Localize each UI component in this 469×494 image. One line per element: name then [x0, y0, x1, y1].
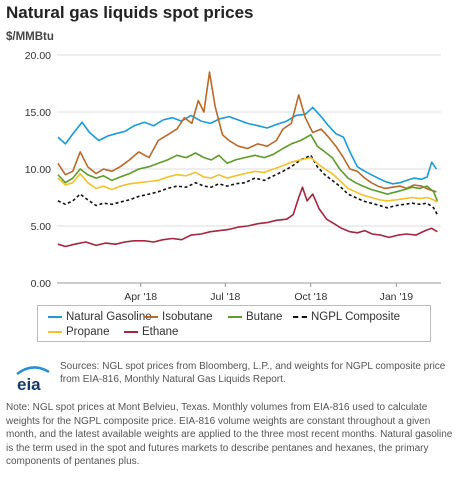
legend-label: Isobutane [162, 311, 213, 323]
legend-swatch [293, 315, 307, 318]
series-lines [57, 71, 439, 248]
logo-arc-icon [16, 366, 50, 376]
legend-swatch [124, 330, 138, 333]
y-tick-label: 10.00 [25, 164, 51, 176]
legend-label: Ethane [142, 326, 179, 338]
legend-item-natural-gasoline: Natural Gasoline [48, 310, 152, 324]
legend-swatch [48, 315, 62, 318]
note-text: Note: NGL spot prices at Mont Belvieu, T… [6, 402, 453, 467]
legend: Natural Gasoline Isobutane Butane NGPL Comp… [37, 305, 431, 342]
legend-item-ethane: Ethane [124, 325, 178, 339]
x-tick-label: Jul '18 [210, 291, 240, 303]
legend-swatch [228, 315, 242, 318]
series-line-isobutane [57, 71, 437, 193]
legend-item-butane: Butane [228, 310, 282, 324]
y-tick-label: 5.00 [31, 221, 52, 233]
legend-item-ngpl-composite: NGPL Composite [293, 310, 400, 324]
series-line-propane [57, 156, 438, 203]
y-tick-label: 20.00 [25, 50, 51, 62]
legend-item-propane: Propane [48, 325, 109, 339]
y-axis-ticks: 0.00 5.00 10.00 15.00 20.00 [25, 50, 51, 290]
legend-label: Propane [66, 326, 110, 338]
x-tick-label: Jan '19 [380, 291, 414, 303]
series-line-butane [57, 134, 439, 202]
x-tick-label: Apr '18 [124, 291, 157, 303]
legend-label: Butane [246, 311, 283, 323]
chart-title: Natural gas liquids spot prices [6, 3, 254, 22]
y-tick-label: 15.00 [25, 107, 51, 119]
x-axis-ticks: Apr '18 Jul '18 Oct '18 Jan '19 [124, 283, 413, 303]
legend-swatch [48, 330, 62, 333]
legend-label: Natural Gasoline [66, 311, 152, 323]
legend-item-isobutane: Isobutane [144, 310, 213, 324]
legend-swatch [144, 315, 158, 318]
source-text: Sources: NGL spot prices from Bloomberg,… [60, 361, 446, 385]
logo-text: eia [17, 375, 41, 394]
line-chart: 0.00 5.00 10.00 15.00 20.00 Apr '18 Jul '18 Oc… [25, 50, 441, 303]
gridlines [57, 54, 441, 284]
y-tick-label: 0.00 [31, 278, 52, 290]
x-tick-label: Oct '18 [294, 291, 327, 303]
series-line-natural-gasoline [57, 106, 438, 185]
series-line-ethane [57, 186, 438, 248]
legend-label: NGPL Composite [311, 311, 401, 323]
y-axis-unit-label: $/MMBtu [6, 31, 54, 43]
series-line-ngpl-composite [57, 154, 439, 215]
eia-logo: eia [16, 366, 50, 394]
